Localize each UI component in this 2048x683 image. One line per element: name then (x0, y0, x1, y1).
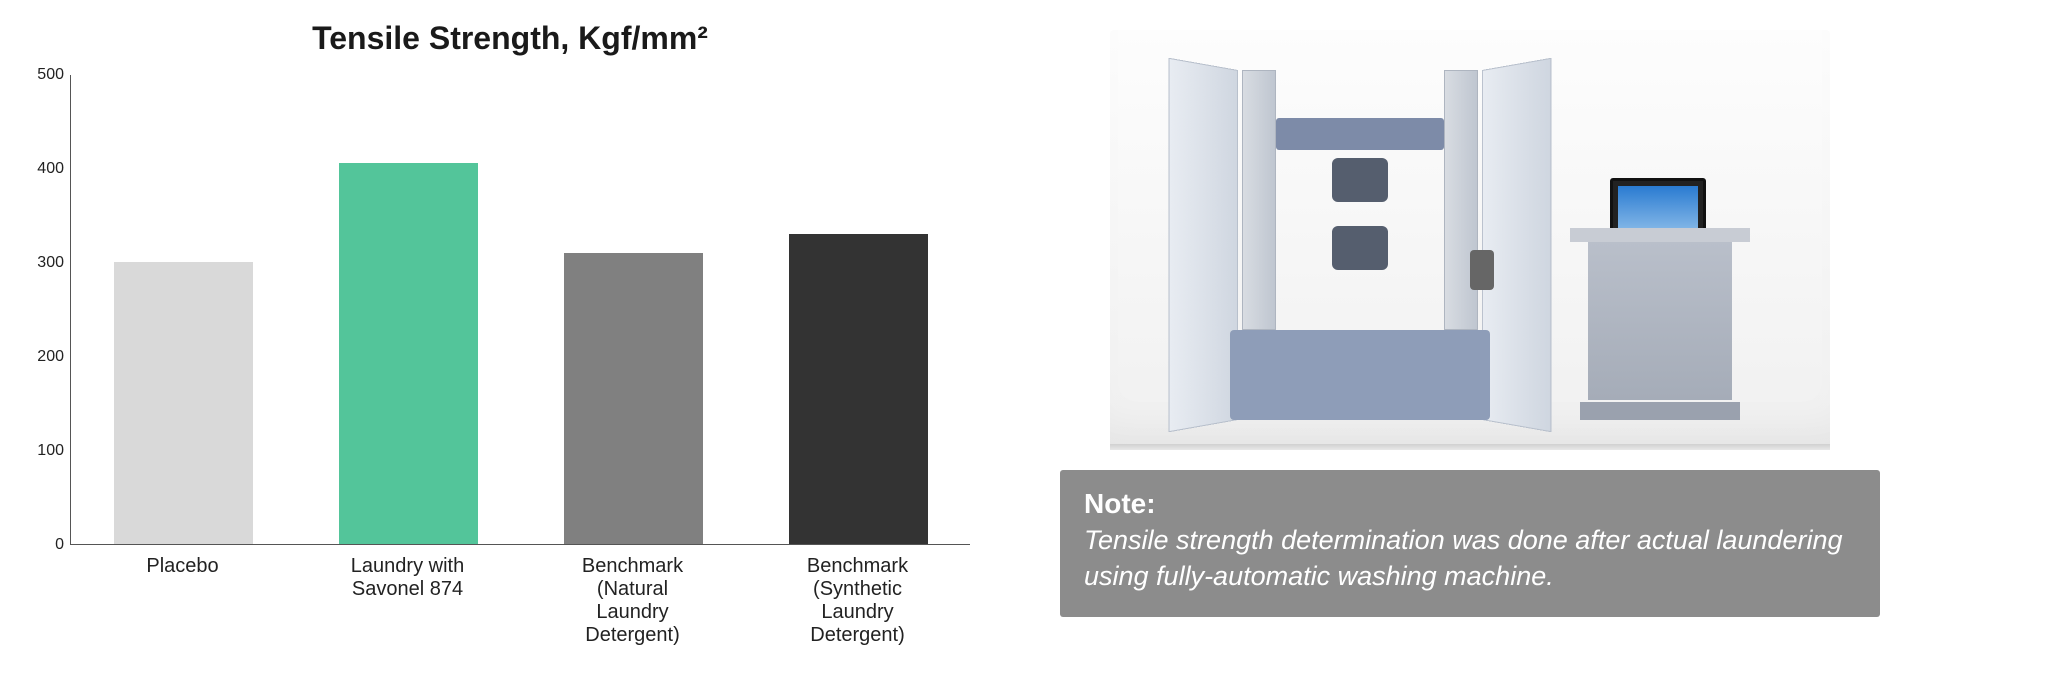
chart-x-label: Benchmark (Synthetic Laundry Detergent) (745, 555, 970, 647)
chart-x-label: Benchmark (Natural Laundry Detergent) (520, 555, 745, 647)
chart-plot-area: 0100200300400500 (70, 75, 970, 545)
chart-y-tick: 300 (37, 254, 64, 272)
chart-y-tick: 100 (37, 442, 64, 460)
chart-title: Tensile Strength, Kgf/mm² (30, 20, 990, 57)
chart-y-tick: 400 (37, 160, 64, 178)
chart-bar (339, 163, 479, 544)
chart-y-axis: 0100200300400500 (30, 75, 70, 545)
right-panel: Note: Tensile strength determination was… (1060, 10, 1880, 617)
chart-x-label: Placebo (70, 555, 295, 647)
chart-bar (789, 234, 929, 544)
chart-bar (564, 253, 704, 544)
chart-bars-layer (70, 75, 970, 545)
chart-x-label: Laundry with Savonel 874 (295, 555, 520, 647)
chart-y-tick: 200 (37, 348, 64, 366)
tensile-chart: Tensile Strength, Kgf/mm² 01002003004005… (30, 10, 990, 647)
chart-y-tick: 0 (55, 536, 64, 554)
chart-x-labels: PlaceboLaundry with Savonel 874Benchmark… (70, 555, 970, 647)
layout-row: Tensile Strength, Kgf/mm² 01002003004005… (0, 0, 2048, 683)
testing-machine-photo (1110, 30, 1830, 450)
note-title: Note: (1084, 488, 1856, 520)
note-body: Tensile strength determination was done … (1084, 522, 1856, 595)
chart-bar (114, 262, 254, 544)
note-box: Note: Tensile strength determination was… (1060, 470, 1880, 617)
chart-y-tick: 500 (37, 66, 64, 84)
